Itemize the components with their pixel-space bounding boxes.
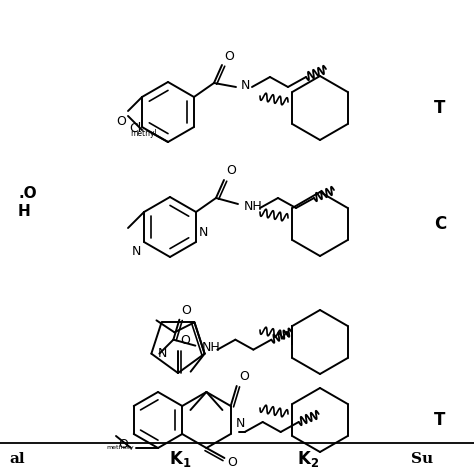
Text: T: T [434, 411, 446, 429]
Text: N: N [132, 245, 141, 258]
Text: $\mathbf{K_2}$: $\mathbf{K_2}$ [297, 449, 319, 469]
Text: Su: Su [411, 452, 433, 466]
Text: N: N [157, 347, 167, 360]
Text: T: T [434, 99, 446, 117]
Text: N: N [199, 226, 209, 239]
Text: H: H [18, 204, 31, 219]
Text: O: O [180, 335, 190, 347]
Text: methoxy: methoxy [106, 445, 134, 450]
Text: O: O [116, 115, 126, 128]
Text: O: O [118, 438, 128, 452]
Text: NH: NH [201, 341, 220, 354]
Text: Cl: Cl [130, 122, 142, 136]
Text: O: O [182, 304, 191, 317]
Text: O: O [240, 371, 250, 383]
Text: $\mathbf{K_1}$: $\mathbf{K_1}$ [169, 449, 191, 469]
Text: al: al [9, 452, 25, 466]
Text: O: O [228, 456, 237, 470]
Text: NH: NH [244, 200, 263, 212]
Text: .O: .O [18, 186, 36, 201]
Text: C: C [434, 215, 446, 233]
Text: O: O [224, 49, 234, 63]
Text: N: N [236, 417, 245, 430]
Text: N: N [241, 79, 250, 91]
Text: methyl: methyl [130, 128, 157, 137]
Text: O: O [226, 164, 236, 177]
